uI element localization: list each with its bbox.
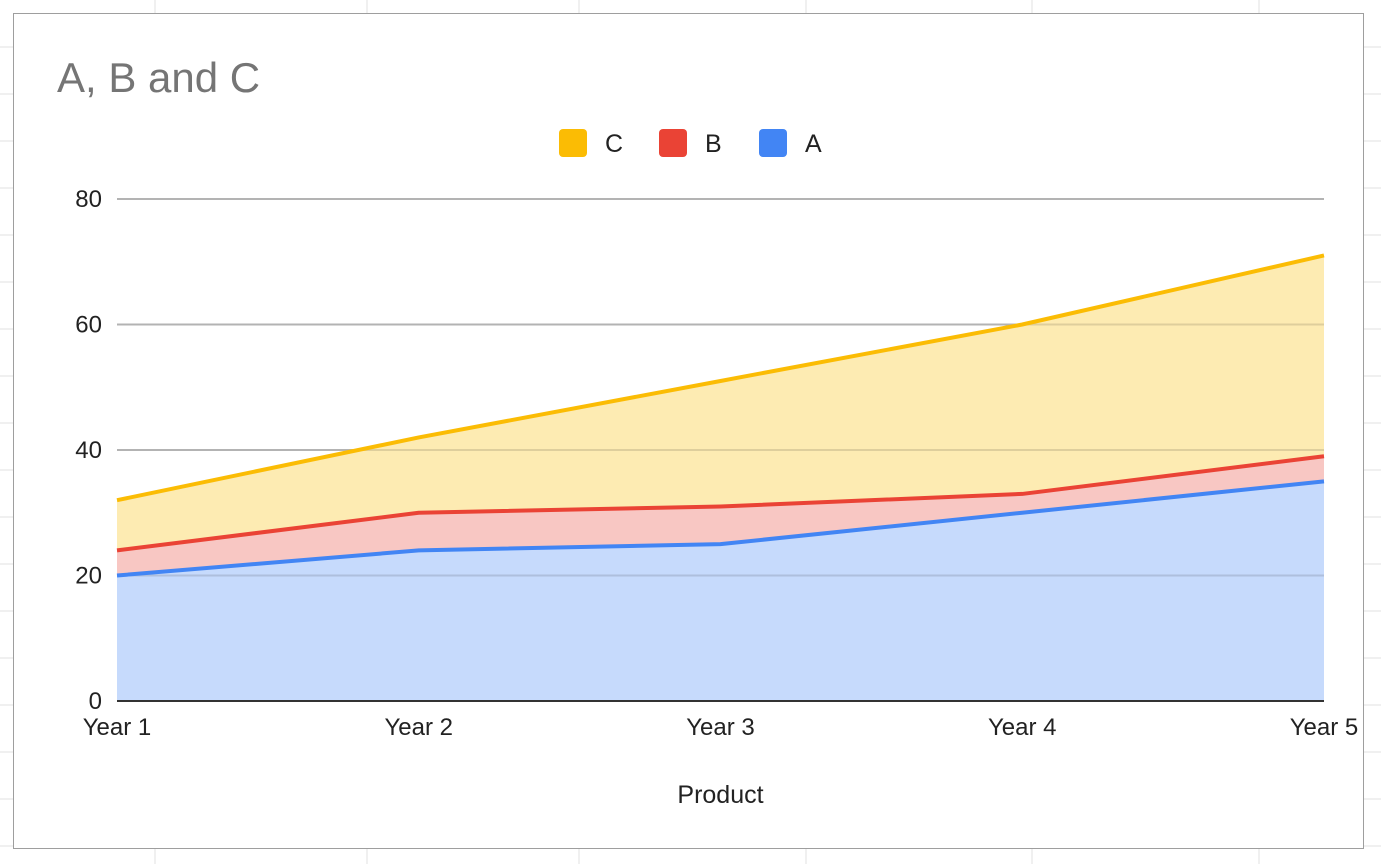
line-series-a[interactable] [116,479,1325,578]
x-tick-labels: Year 1 Year 2 Year 3 Year 4 Year 5 [83,714,1359,741]
legend-swatch [759,129,787,157]
area-series-c[interactable] [117,255,1324,551]
legend-label: B [705,130,722,158]
legend-item-c[interactable]: C [559,129,623,158]
x-tick-label: Year 1 [83,714,152,741]
y-tick-label: 0 [89,688,102,715]
legend-label: C [605,130,623,158]
x-tick-label: Year 5 [1290,714,1359,741]
legend-item-a[interactable]: A [759,129,822,158]
legend-swatch [659,129,687,157]
y-gridlines-overlay [117,198,1324,577]
y-tick-label: 80 [75,186,102,213]
x-tick-label: Year 4 [988,714,1057,741]
chart-title: A, B and C [57,54,261,101]
line-series-b[interactable] [116,454,1325,553]
chart-container[interactable]: A, B and C 0 20 40 60 80 Year 1 Year 2 Year 3 Ye… [13,13,1364,849]
line-series-c[interactable] [116,253,1325,503]
x-axis-title: Product [677,781,763,809]
x-tick-label: Year 3 [686,714,755,741]
legend-item-b[interactable]: B [659,129,722,158]
y-tick-label: 60 [75,312,102,339]
legend-swatch [559,129,587,157]
stacked-area-chart: 0 20 40 60 80 Year 1 Year 2 Year 3 Year 4 Year 5 P… [75,129,1359,809]
y-tick-label: 40 [75,437,102,464]
legend-label: A [805,130,822,158]
x-tick-label: Year 2 [384,714,453,741]
area-series-b[interactable] [117,456,1324,576]
y-tick-label: 20 [75,563,102,590]
areas [117,255,1324,701]
series-lines [116,253,1325,578]
y-tick-labels: 0 20 40 60 80 [75,186,102,715]
area-series-a[interactable] [117,481,1324,701]
